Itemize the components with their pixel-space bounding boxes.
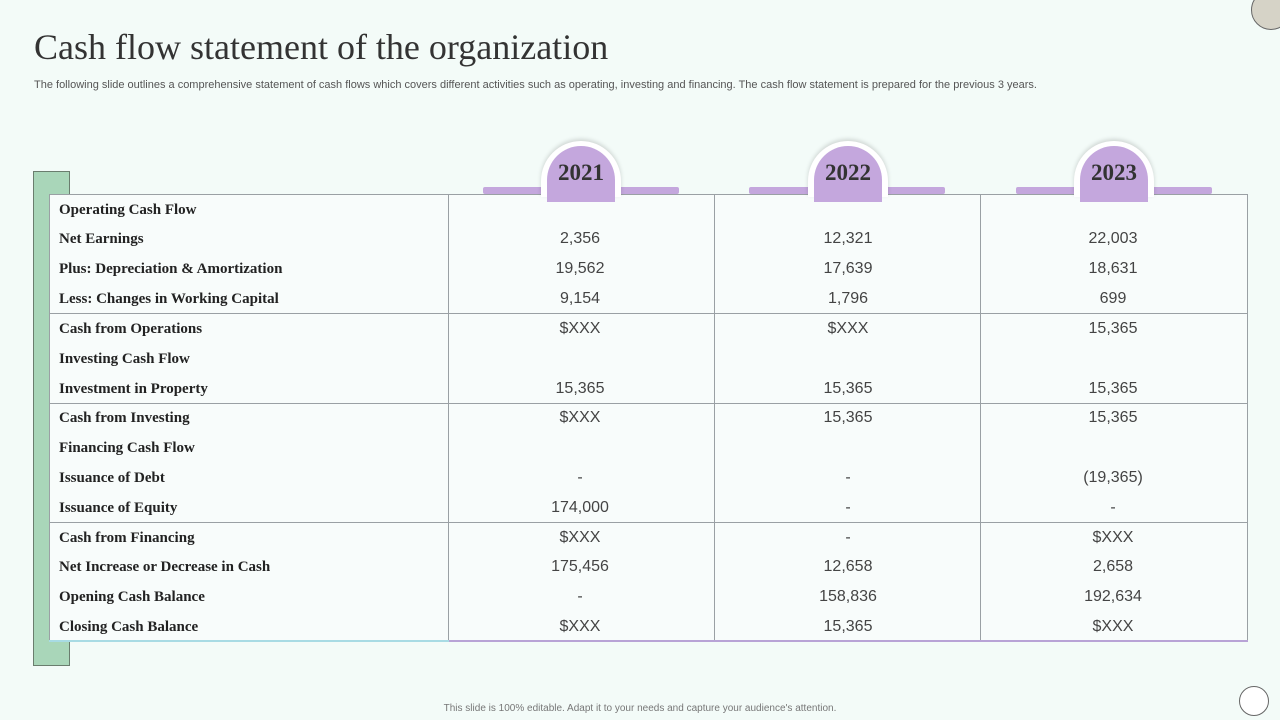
row-label: Investing Cash Flow <box>59 351 190 367</box>
row-label: Investment in Property <box>59 381 208 397</box>
cell-2021: 174,000 <box>551 499 609 516</box>
row-label: Opening Cash Balance <box>59 589 205 605</box>
column-divider <box>980 194 981 642</box>
row-label: Less: Changes in Working Capital <box>59 291 279 307</box>
cell-2021: $XXX <box>559 320 601 337</box>
column-divider <box>714 194 715 642</box>
section-divider <box>49 313 1248 314</box>
cell-2022: 15,365 <box>823 409 873 426</box>
bottom-accent-line <box>49 640 449 642</box>
bottom-accent-line <box>449 640 1248 642</box>
table-row: Cash from Financing $XXX - $XXX <box>49 523 1248 553</box>
cell-2022: 12,658 <box>823 558 873 575</box>
year-badge: 2022 <box>814 146 882 202</box>
cell-2022: 15,365 <box>823 618 873 635</box>
cell-2022: 15,365 <box>823 380 873 397</box>
table-row: Financing Cash Flow <box>49 433 1248 463</box>
page-subtitle: The following slide outlines a comprehen… <box>34 79 1037 91</box>
cell-2021: - <box>577 588 583 605</box>
row-label: Cash from Operations <box>59 321 203 337</box>
cell-2022: $XXX <box>827 320 869 337</box>
row-label: Plus: Depreciation & Amortization <box>59 261 283 277</box>
cell-2023: 699 <box>1099 290 1127 307</box>
row-label: Issuance of Debt <box>59 470 165 486</box>
cell-2022: 17,639 <box>823 260 873 277</box>
page-title: Cash flow statement of the organization <box>34 27 609 67</box>
cell-2023: $XXX <box>1092 618 1134 635</box>
decorative-circle-top <box>1251 0 1280 30</box>
table-row: Issuance of Debt - - (19,365) <box>49 463 1248 493</box>
cell-2021: 15,365 <box>555 380 605 397</box>
section-divider <box>49 522 1248 523</box>
year-badge: 2023 <box>1080 146 1148 202</box>
row-label: Net Earnings <box>59 231 144 247</box>
decorative-circle-bottom <box>1239 686 1269 716</box>
cell-2021: - <box>577 469 583 486</box>
cell-2023: 15,365 <box>1088 409 1138 426</box>
table-row: Opening Cash Balance - 158,836 192,634 <box>49 582 1248 612</box>
column-divider <box>448 194 449 642</box>
table-row: Less: Changes in Working Capital 9,154 1,7… <box>49 284 1248 314</box>
row-label: Cash from Financing <box>59 530 195 546</box>
cell-2023: 18,631 <box>1088 260 1138 277</box>
table-row: Issuance of Equity 174,000 - - <box>49 493 1248 523</box>
cell-2023: (19,365) <box>1083 469 1143 486</box>
row-label: Operating Cash Flow <box>59 202 197 218</box>
cell-2022: - <box>845 529 851 546</box>
cell-2023: 22,003 <box>1088 230 1138 247</box>
row-label: Issuance of Equity <box>59 500 178 516</box>
row-label: Financing Cash Flow <box>59 440 195 456</box>
cell-2021: 9,154 <box>559 290 601 307</box>
table-row: Closing Cash Balance $XXX 15,365 $XXX <box>49 612 1248 642</box>
cell-2023: 192,634 <box>1084 588 1142 605</box>
table-row: Operating Cash Flow <box>49 195 1248 225</box>
section-divider <box>49 403 1248 404</box>
cell-2021: 175,456 <box>551 558 609 575</box>
table-row: Net Increase or Decrease in Cash 175,456 1… <box>49 552 1248 582</box>
cell-2023: - <box>1110 499 1116 516</box>
row-label: Net Increase or Decrease in Cash <box>59 559 271 575</box>
cell-2023: $XXX <box>1092 529 1134 546</box>
cell-2022: - <box>845 499 851 516</box>
table-row: Cash from Investing $XXX 15,365 15,365 <box>49 403 1248 433</box>
cell-2023: 15,365 <box>1088 320 1138 337</box>
cell-2022: 158,836 <box>819 588 877 605</box>
cell-2023: 2,658 <box>1092 558 1134 575</box>
year-badge: 2021 <box>547 146 615 202</box>
table-row: Cash from Operations $XXX $XXX 15,365 <box>49 314 1248 344</box>
table-row: Investment in Property 15,365 15,365 15,365 <box>49 374 1248 404</box>
table-row: Plus: Depreciation & Amortization 19,562 1… <box>49 254 1248 284</box>
cell-2021: 19,562 <box>555 260 605 277</box>
cell-2022: 1,796 <box>827 290 869 307</box>
cell-2021: $XXX <box>559 618 601 635</box>
cell-2022: - <box>845 469 851 486</box>
cell-2021: $XXX <box>559 409 601 426</box>
cell-2021: $XXX <box>559 529 601 546</box>
row-label: Closing Cash Balance <box>59 619 199 635</box>
row-label: Cash from Investing <box>59 410 190 426</box>
footer-note: This slide is 100% editable. Adapt it to… <box>443 703 837 714</box>
cell-2022: 12,321 <box>823 230 873 247</box>
table-row: Net Earnings 2,356 12,321 22,003 <box>49 224 1248 254</box>
table-row: Investing Cash Flow <box>49 344 1248 374</box>
cell-2023: 15,365 <box>1088 380 1138 397</box>
cell-2021: 2,356 <box>559 230 601 247</box>
